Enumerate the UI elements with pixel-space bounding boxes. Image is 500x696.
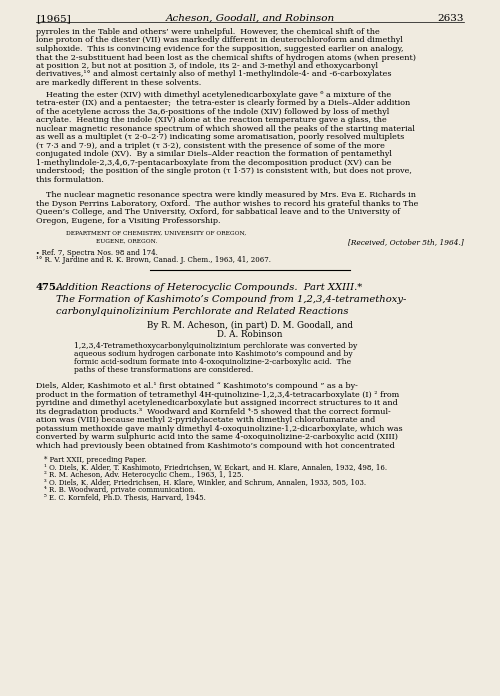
Text: Oregon, Eugene, for a Visiting Professorship.: Oregon, Eugene, for a Visiting Professor… xyxy=(36,216,220,225)
Text: By R. M. Acheson, (in part) D. M. Goodall, and: By R. M. Acheson, (in part) D. M. Goodal… xyxy=(147,321,353,330)
Text: ¹° R. V. Jardine and R. K. Brown, Canad. J. Chem., 1963, 41, 2067.: ¹° R. V. Jardine and R. K. Brown, Canad.… xyxy=(36,256,271,264)
Text: EUGENE, OREGON.: EUGENE, OREGON. xyxy=(96,238,158,244)
Text: Addition Reactions of Heterocyclic Compounds.  Part XXIII.*: Addition Reactions of Heterocyclic Compo… xyxy=(56,283,363,292)
Text: understood;  the position of the single proton (τ 1·57) is consistent with, but : understood; the position of the single p… xyxy=(36,168,412,175)
Text: ⁴ R. B. Woodward, private communication.: ⁴ R. B. Woodward, private communication. xyxy=(44,486,196,494)
Text: converted by warm sulphuric acid into the same 4-oxoquinolizine-2-carboxylic aci: converted by warm sulphuric acid into th… xyxy=(36,433,398,441)
Text: potassium methoxide gave mainly dimethyl 4-oxoquinolizine-1,2-dicarboxylate, whi: potassium methoxide gave mainly dimethyl… xyxy=(36,425,403,432)
Text: its degradation products.³  Woodward and Kornfeld ⁴·5 showed that the correct fo: its degradation products.³ Woodward and … xyxy=(36,408,391,416)
Text: 475.: 475. xyxy=(36,283,60,292)
Text: at position 2, but not at position 3, of indole, its 2- and 3-methyl and ethoxyc: at position 2, but not at position 3, of… xyxy=(36,62,378,70)
Text: this formulation.: this formulation. xyxy=(36,176,104,184)
Text: DEPARTMENT OF CHEMISTRY, UNIVERSITY OF OREGON,: DEPARTMENT OF CHEMISTRY, UNIVERSITY OF O… xyxy=(66,230,246,235)
Text: The Formation of Kashimoto’s Compound from 1,2,3,4-tetramethoxy-: The Formation of Kashimoto’s Compound fr… xyxy=(56,295,406,304)
Text: as well as a multiplet (τ 2·0–2·7) indicating some aromatisation, poorly resolve: as well as a multiplet (τ 2·0–2·7) indic… xyxy=(36,134,404,141)
Text: Acheson, Goodall, and Robinson: Acheson, Goodall, and Robinson xyxy=(166,14,334,23)
Text: lone proton of the diester (VII) was markedly different in deuterochloroform and: lone proton of the diester (VII) was mar… xyxy=(36,36,403,45)
Text: Queen’s College, and The University, Oxford, for sabbatical leave and to the Uni: Queen’s College, and The University, Oxf… xyxy=(36,208,400,216)
Text: D. A. Robinson: D. A. Robinson xyxy=(217,330,283,339)
Text: paths of these transformations are considered.: paths of these transformations are consi… xyxy=(74,366,254,374)
Text: acrylate.  Heating the indole (XIV) alone at the reaction temperature gave a gla: acrylate. Heating the indole (XIV) alone… xyxy=(36,116,387,125)
Text: derivatives,¹° and almost certainly also of methyl 1-methylindole-4- and -6-carb: derivatives,¹° and almost certainly also… xyxy=(36,70,392,79)
Text: are markedly different in these solvents.: are markedly different in these solvents… xyxy=(36,79,201,87)
Text: product in the formation of tetramethyl 4H-quinolizine-1,2,3,4-tetracarboxylate : product in the formation of tetramethyl … xyxy=(36,390,399,399)
Text: Diels, Alder, Kashimoto et al.¹ first obtained “ Kashimoto’s compound ” as a by-: Diels, Alder, Kashimoto et al.¹ first ob… xyxy=(36,382,358,390)
Text: formic acid-sodium formate into 4-oxoquinolizine-2-carboxylic acid.  The: formic acid-sodium formate into 4-oxoqui… xyxy=(74,358,351,366)
Text: tetra-ester (IX) and a pentaester;  the tetra-ester is clearly formed by a Diels: tetra-ester (IX) and a pentaester; the t… xyxy=(36,100,410,107)
Text: 2633: 2633 xyxy=(438,14,464,23)
Text: [Received, October 5th, 1964.]: [Received, October 5th, 1964.] xyxy=(348,238,464,246)
Text: 1,2,3,4-Tetramethoxycarbonylquinolizinium perchlorate was converted by: 1,2,3,4-Tetramethoxycarbonylquinoliziniu… xyxy=(74,342,357,350)
Text: the Dyson Perrins Laboratory, Oxford.  The author wishes to record his grateful : the Dyson Perrins Laboratory, Oxford. Th… xyxy=(36,200,418,207)
Text: of the acetylene across the 3a,6-positions of the indole (XIV) followed by loss : of the acetylene across the 3a,6-positio… xyxy=(36,108,389,116)
Text: ¹ O. Diels, K. Alder, T. Kashimoto, Friedrichsen, W. Eckart, and H. Klare, Annal: ¹ O. Diels, K. Alder, T. Kashimoto, Frie… xyxy=(44,464,387,471)
Text: which had previously been obtained from Kashimoto’s compound with hot concentrat: which had previously been obtained from … xyxy=(36,441,395,450)
Text: sulphoxide.  This is convincing evidence for the supposition, suggested earlier : sulphoxide. This is convincing evidence … xyxy=(36,45,404,53)
Text: ³ O. Diels, K. Alder, Friedrichsen, H. Klare, Winkler, and Schrum, Annalen, 1933: ³ O. Diels, K. Alder, Friedrichsen, H. K… xyxy=(44,478,366,487)
Text: aqueous sodium hydrogen carbonate into Kashimoto’s compound and by: aqueous sodium hydrogen carbonate into K… xyxy=(74,350,352,358)
Text: * Part XXII, preceding Paper.: * Part XXII, preceding Paper. xyxy=(44,456,146,464)
Text: ation was (VIII) because methyl 2-pyridylacetate with dimethyl chlorofumarate an: ation was (VIII) because methyl 2-pyridy… xyxy=(36,416,375,424)
Text: conjugated indole (XV).  By a similar Diels–Alder reaction the formation of pent: conjugated indole (XV). By a similar Die… xyxy=(36,150,392,159)
Text: that the 2-substituent had been lost as the chemical shifts of hydrogen atoms (w: that the 2-substituent had been lost as … xyxy=(36,54,416,61)
Text: [1965]: [1965] xyxy=(36,14,71,23)
Text: ⁵ E. C. Kornfeld, Ph.D. Thesis, Harvard, 1945.: ⁵ E. C. Kornfeld, Ph.D. Thesis, Harvard,… xyxy=(44,493,206,501)
Text: nuclear magnetic resonance spectrum of which showed all the peaks of the startin: nuclear magnetic resonance spectrum of w… xyxy=(36,125,415,133)
Text: ∙ Ref. 7, Spectra Nos. 98 and 174.: ∙ Ref. 7, Spectra Nos. 98 and 174. xyxy=(36,248,158,257)
Text: The nuclear magnetic resonance spectra were kindly measured by Mrs. Eva E. Richa: The nuclear magnetic resonance spectra w… xyxy=(36,191,416,199)
Text: carbonylquinolizinium Perchlorate and Related Reactions: carbonylquinolizinium Perchlorate and Re… xyxy=(56,307,348,316)
Text: 1-methylindole-2,3,4,6,7-pentacarboxylate from the decomposition product (XV) ca: 1-methylindole-2,3,4,6,7-pentacarboxylat… xyxy=(36,159,392,167)
Text: Heating the ester (XIV) with dimethyl acetylenedicarboxylate gave ⁶ a mixture of: Heating the ester (XIV) with dimethyl ac… xyxy=(36,91,391,99)
Text: (τ 7·3 and 7·9), and a triplet (τ 3·2), consistent with the presence of some of : (τ 7·3 and 7·9), and a triplet (τ 3·2), … xyxy=(36,142,385,150)
Text: pyridine and dimethyl acetylenedicarboxylate but assigned incorrect structures t: pyridine and dimethyl acetylenedicarboxy… xyxy=(36,399,398,407)
Text: ² R. M. Acheson, Adv. Heterocyclic Chem., 1963, 1, 125.: ² R. M. Acheson, Adv. Heterocyclic Chem.… xyxy=(44,471,244,479)
Text: pyrroles in the Table and others’ were unhelpful.  However, the chemical shift o: pyrroles in the Table and others’ were u… xyxy=(36,28,380,36)
